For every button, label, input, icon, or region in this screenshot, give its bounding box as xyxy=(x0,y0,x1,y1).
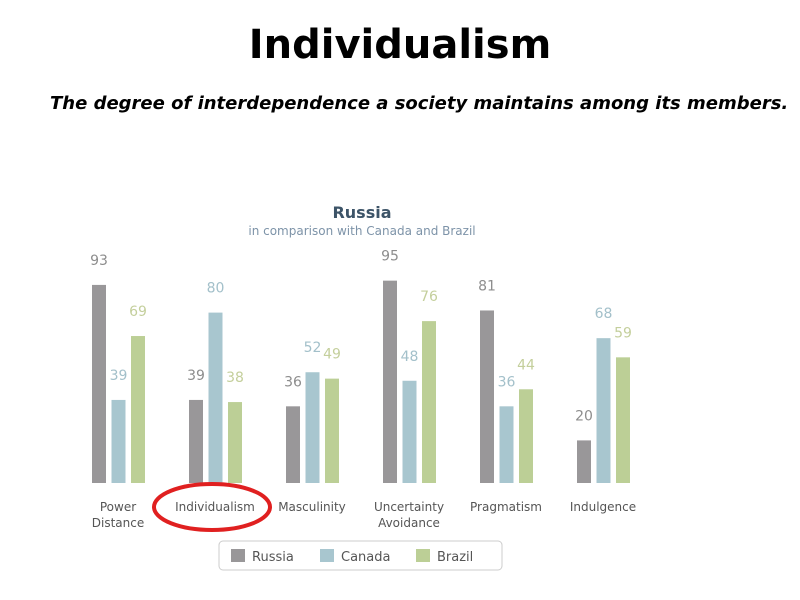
legend-label-brazil: Brazil xyxy=(437,550,473,565)
legend-label-russia: Russia xyxy=(252,550,294,565)
data-label: 39 xyxy=(187,368,205,384)
data-label: 76 xyxy=(420,289,438,305)
bar-brazil xyxy=(519,389,533,483)
legend-label-canada: Canada xyxy=(341,550,390,565)
bar-russia xyxy=(92,284,106,483)
bar-brazil xyxy=(228,402,242,483)
data-label: 49 xyxy=(323,347,341,363)
slide-title: Individualism xyxy=(248,22,552,68)
bar-brazil xyxy=(616,357,630,483)
bar-russia xyxy=(383,280,397,483)
chart-subtitle: in comparison with Canada and Brazil xyxy=(248,224,475,238)
bar-canada xyxy=(208,312,223,483)
bar-russia xyxy=(577,440,591,483)
legend-swatch-canada xyxy=(320,549,334,562)
bar-russia xyxy=(286,406,300,483)
bar-canada xyxy=(402,380,417,483)
data-label: 44 xyxy=(517,357,535,373)
category-label: Power xyxy=(100,500,136,514)
category-label: Indulgence xyxy=(570,500,636,514)
category-label: Pragmatism xyxy=(470,500,542,514)
legend-box xyxy=(218,540,503,571)
data-label: 93 xyxy=(90,253,108,269)
data-label: 39 xyxy=(110,368,128,384)
data-label: 69 xyxy=(129,304,147,320)
data-label: 68 xyxy=(595,306,613,322)
category-label: Individualism xyxy=(175,500,255,514)
category-label: Uncertainty xyxy=(374,500,444,514)
data-label: 59 xyxy=(614,325,632,341)
bar-canada xyxy=(596,338,611,483)
data-label: 81 xyxy=(478,278,496,294)
data-label: 95 xyxy=(381,249,399,265)
data-label: 38 xyxy=(226,370,244,386)
bar-brazil xyxy=(422,321,436,483)
data-label: 20 xyxy=(575,408,593,424)
bar-brazil xyxy=(131,336,145,483)
bar-canada xyxy=(111,399,126,483)
category-label: Avoidance xyxy=(378,516,440,530)
data-label: 48 xyxy=(401,349,419,365)
chart-title: Russia xyxy=(332,203,391,222)
category-label: Masculinity xyxy=(278,500,346,514)
bar-canada xyxy=(305,372,320,483)
data-label: 36 xyxy=(284,374,302,390)
bar-canada xyxy=(499,406,514,483)
bar-russia xyxy=(189,399,203,483)
bar-brazil xyxy=(325,378,339,483)
highlight-circle xyxy=(152,482,272,532)
legend-swatch-russia xyxy=(231,549,245,562)
legend-swatch-brazil xyxy=(416,549,430,562)
slide-subtitle: The degree of interdependence a society … xyxy=(50,93,789,114)
data-label: 52 xyxy=(304,340,322,356)
bar-russia xyxy=(480,310,494,483)
data-label: 36 xyxy=(498,374,516,390)
category-label: Distance xyxy=(92,516,144,530)
data-label: 80 xyxy=(207,281,225,297)
